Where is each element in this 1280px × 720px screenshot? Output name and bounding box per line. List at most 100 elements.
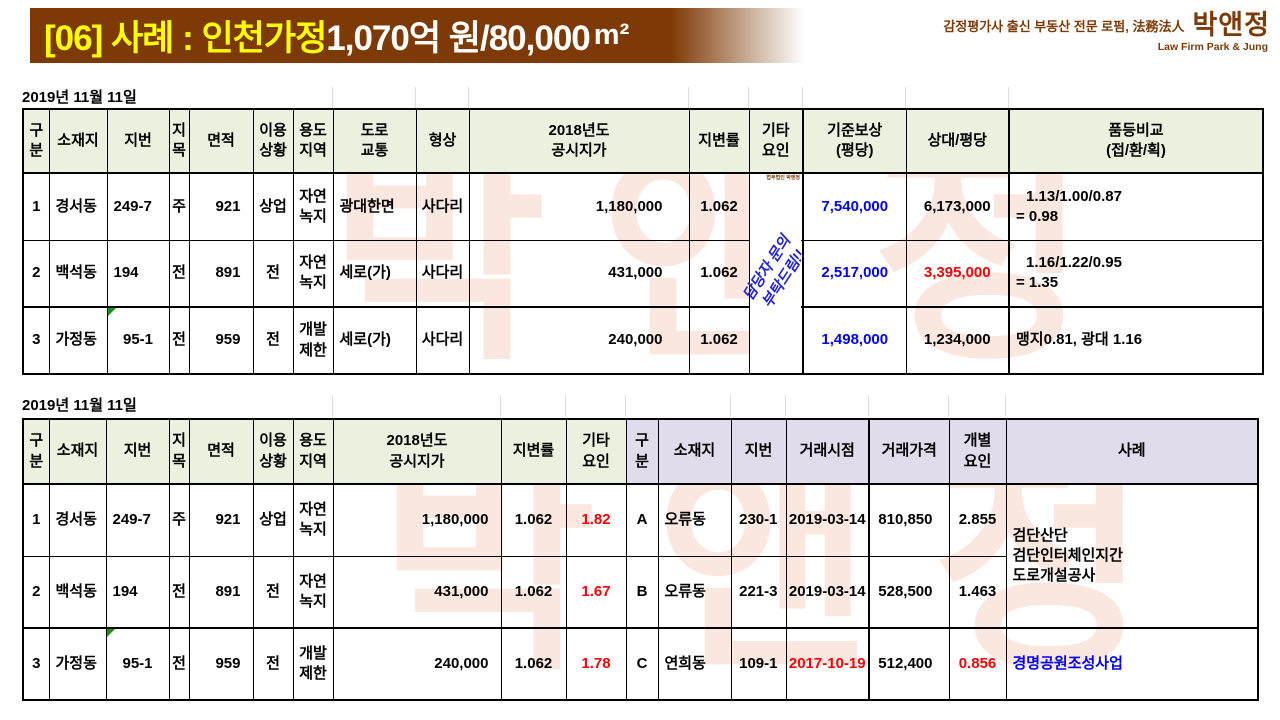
cell: 1.062 — [688, 306, 750, 375]
cell: 전 — [168, 627, 190, 701]
cell: 891 — [188, 555, 254, 629]
col-header: 지 목 — [168, 418, 190, 485]
cell: 연희동 — [657, 627, 732, 701]
col-header: 면적 — [188, 108, 254, 174]
col-header: 지번 — [105, 418, 170, 485]
cell: 1.062 — [500, 627, 567, 701]
col-header: 구 분 — [22, 418, 50, 485]
page-title-amount: 1,070억 원/80,000 — [326, 19, 590, 58]
cell: 1,180,000 — [332, 483, 502, 557]
cell: 세로(가) — [332, 239, 417, 308]
gridline-strip — [22, 395, 1257, 416]
cell: 1.463 — [948, 555, 1007, 629]
cell: 가정동 — [48, 627, 107, 701]
cell: 맹지0.81, 광대 1.16 — [1008, 306, 1264, 375]
cell: C — [625, 627, 659, 701]
table1-header-row: 구 분 소재지 지번 지 목 면적 이용 상황 용도 지역 도로 교통 형상 2… — [22, 108, 1264, 174]
merged-case-cell: 검단산단 검단인터체인지간 도로개설공사 — [1005, 483, 1259, 629]
cell: 2017-10-19 — [785, 627, 870, 701]
col-header: 면적 — [188, 418, 254, 485]
cell: 사다리 — [415, 172, 470, 241]
cell: 1,234,000 — [905, 306, 1010, 375]
col-header: 기준보상 (평당) — [802, 108, 907, 174]
cell: 2019-03-14 — [785, 483, 870, 557]
col-header: 이용 상황 — [252, 108, 294, 174]
cell: 1.062 — [500, 555, 567, 629]
cell: 주 — [168, 483, 190, 557]
col-header: 지번 — [106, 108, 170, 174]
col-header: 기타 요인 — [565, 418, 627, 485]
table-row: 3 가정동 95-1 전 959 전 개발 제한 240,000 1.062 1… — [22, 627, 1259, 701]
cell: 810,850 — [868, 483, 950, 557]
cell: 6,173,000 — [905, 172, 1010, 241]
cell: 자연 녹지 — [292, 483, 334, 557]
gridline-strip — [22, 87, 1262, 108]
table2-date-label: 2019년 11월 11일 — [22, 397, 137, 414]
cell: 1,498,000 — [802, 306, 907, 375]
col-header: 상대/평당 — [905, 108, 1010, 174]
cell: 3 — [22, 306, 50, 375]
law-firm-tagline: 감정평가사 출신 부동산 전문 로펌, 法務法人 — [943, 19, 1185, 34]
cell: 백석동 — [48, 239, 108, 308]
overlay-mini-logo: 법무법인 박앤정 — [766, 175, 800, 181]
cell: 상업 — [252, 483, 294, 557]
cell: 개발 제한 — [292, 306, 334, 375]
standard-parcels-table: 구 분 소재지 지번 지 목 면적 이용 상황 용도 지역 도로 교통 형상 2… — [22, 108, 1264, 375]
table2-header-row: 구 분 소재지 지번 지 목 면적 이용 상황 용도 지역 2018년도 공시지… — [22, 418, 1259, 485]
cell: 249-7 — [106, 172, 170, 241]
col-header: 개별 요인 — [948, 418, 1007, 485]
col-header: 지변률 — [500, 418, 567, 485]
cell: 경서동 — [48, 172, 108, 241]
law-firm-logo: 감정평가사 출신 부동산 전문 로펌, 法務法人 박앤정 Law Firm Pa… — [943, 12, 1270, 54]
cell: 1.062 — [688, 239, 750, 308]
cell: 921 — [188, 483, 254, 557]
cell: 2 — [22, 239, 50, 308]
cell: 1.13/1.00/0.87 = 0.98 — [1008, 172, 1264, 241]
col-header: 형상 — [415, 108, 470, 174]
table-row: 2 백석동 194 전 891 전 자연 녹지 세로(가) 사다리 431,00… — [22, 239, 1264, 308]
cell-with-comment: 95-1 — [105, 627, 170, 701]
cell: 891 — [188, 239, 254, 308]
table-row: 2 백석동 194 전 891 전 자연 녹지 431,000 1.062 1.… — [22, 555, 1258, 629]
cell: 2.855 — [948, 483, 1007, 557]
page-title-case-label: [06] 사례 : 인천가정 — [44, 19, 327, 58]
cell: 1.062 — [688, 172, 750, 241]
col-header: 거래시점 — [785, 418, 870, 485]
col-header: 용도 지역 — [292, 418, 334, 485]
cell: 광대한면 — [332, 172, 417, 241]
table-row: 3 가정동 95-1 전 959 전 개발 제한 세로(가) 사다리 240,0… — [22, 306, 1264, 375]
cell: A — [625, 483, 659, 557]
cell: 전 — [252, 627, 294, 701]
cell: 상업 — [252, 172, 294, 241]
cell: 109-1 — [730, 627, 787, 701]
cell: 240,000 — [332, 627, 502, 701]
cell: 221-3 — [730, 555, 787, 629]
col-header: 지변률 — [688, 108, 750, 174]
cell: 1.67 — [565, 555, 627, 629]
cell: 249-7 — [105, 483, 170, 557]
cell: 전 — [252, 555, 294, 629]
cell: 959 — [188, 627, 254, 701]
cell: 1.82 — [565, 483, 627, 557]
cell: 주 — [168, 172, 190, 241]
cell: 528,500 — [868, 555, 950, 629]
cell: 경명공원조성사업 — [1005, 627, 1259, 701]
col-header: 이용 상황 — [252, 418, 294, 485]
col-header: 구 분 — [625, 418, 659, 485]
cell: 431,000 — [468, 239, 690, 308]
cell: 전 — [168, 555, 190, 629]
table-row: 1 경서동 249-7 주 921 상업 자연 녹지 광대한면 사다리 1,18… — [22, 172, 1264, 241]
cell: 959 — [188, 306, 254, 375]
col-header: 도로 교통 — [332, 108, 417, 174]
cell: 개발 제한 — [292, 627, 334, 701]
cell: 가정동 — [48, 306, 108, 375]
cell: 1 — [22, 483, 50, 557]
cell: 1,180,000 — [468, 172, 690, 241]
cell: 사다리 — [415, 306, 470, 375]
cell: 431,000 — [332, 555, 502, 629]
col-header: 용도 지역 — [292, 108, 334, 174]
col-header: 소재지 — [48, 108, 108, 174]
cell: 921 — [188, 172, 254, 241]
cell: 2019-03-14 — [785, 555, 870, 629]
cell: 전 — [252, 239, 294, 308]
